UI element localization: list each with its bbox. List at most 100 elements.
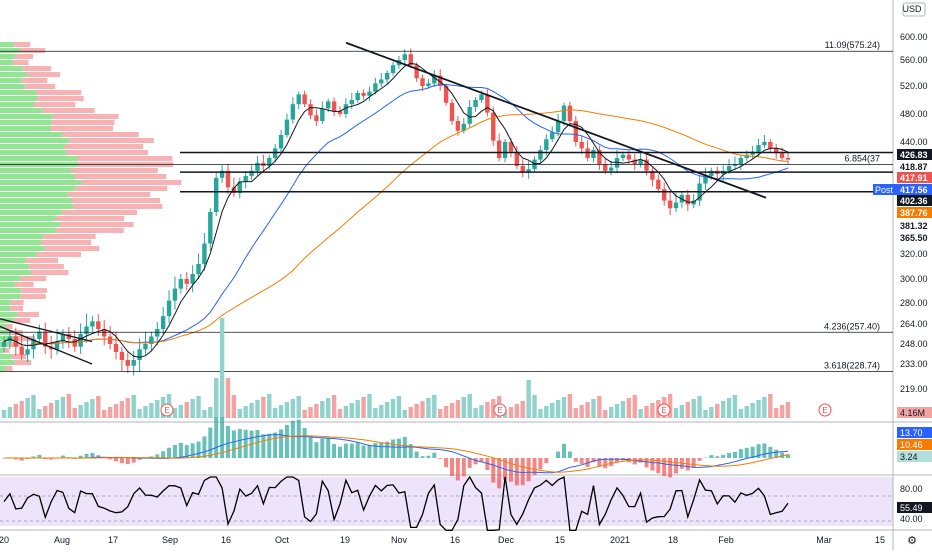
volume-profile-down-bar — [69, 138, 154, 143]
volume-profile-up-bar — [0, 276, 21, 281]
volume-profile-up-bar — [0, 282, 15, 287]
macd-histogram-bar — [438, 458, 442, 459]
volume-profile-down-bar — [11, 300, 24, 305]
volume-profile-up-bar — [0, 42, 14, 47]
candle-body — [226, 171, 230, 188]
volume-bar — [149, 403, 153, 418]
volume-profile-down-bar — [72, 198, 160, 203]
candle-body — [503, 142, 507, 158]
macd-histogram-bar — [497, 458, 501, 488]
volume-bar — [473, 408, 477, 418]
volume-bar — [202, 410, 206, 418]
volume-bar — [638, 409, 642, 418]
volume-bar — [78, 405, 82, 418]
candle-body — [19, 347, 23, 355]
volume-bar — [220, 318, 224, 418]
volume-profile-up-bar — [0, 102, 34, 107]
volume-profile-down-bar — [26, 258, 58, 263]
candle-body — [173, 289, 177, 301]
time-tick-label: 17 — [108, 535, 118, 545]
post-market-tag-text: Post — [875, 185, 894, 195]
volume-profile-up-bar — [0, 114, 53, 119]
candle-body — [78, 334, 82, 347]
volume-bar — [261, 397, 265, 418]
volume-bar — [31, 395, 35, 418]
price-tick-label: 600.00 — [900, 32, 928, 42]
volume-bar — [609, 407, 613, 418]
macd-histogram-bar — [715, 456, 719, 458]
volume-profile-down-bar — [13, 60, 29, 65]
macd-histogram-bar — [574, 458, 578, 462]
candle-body — [279, 135, 283, 148]
volume-bar — [762, 397, 766, 418]
candle-body — [568, 106, 572, 121]
price-badge-text: 387.76 — [900, 208, 928, 218]
volume-bar — [190, 399, 194, 418]
macd-histogram-bar — [468, 458, 472, 468]
volume-profile-down-bar — [68, 192, 151, 197]
candle-body — [420, 78, 424, 86]
macd-histogram-bar — [120, 458, 124, 463]
volume-profile-up-bar — [0, 54, 15, 59]
macd-histogram-bar — [415, 452, 419, 458]
candle-body — [25, 349, 29, 354]
candle-body — [739, 158, 743, 164]
volume-bar — [67, 394, 71, 418]
volume-bar — [550, 403, 554, 418]
volume-profile-up-bar — [0, 174, 75, 179]
macd-histogram-bar — [202, 436, 206, 458]
macd-histogram-bar — [267, 434, 271, 458]
macd-histogram-bar — [362, 446, 366, 458]
macd-histogram-bar — [238, 429, 242, 458]
volume-bar — [709, 407, 713, 418]
rsi-badge-text: 55.49 — [900, 503, 923, 513]
volume-bar — [232, 395, 236, 418]
volume-profile-up-bar — [0, 240, 41, 245]
volume-bar — [19, 401, 23, 418]
volume-bar — [255, 400, 259, 418]
candle-body — [214, 178, 218, 212]
volume-bar — [367, 394, 371, 418]
volume-profile-down-bar — [78, 156, 173, 161]
rsi-level-label: 80.00 — [900, 484, 923, 494]
volume-bar — [73, 408, 77, 418]
earnings-marker-letter: E — [497, 406, 502, 415]
volume-bar — [521, 401, 525, 418]
candle-body — [579, 142, 583, 148]
time-tick-label: 16 — [450, 535, 460, 545]
candle-body — [609, 168, 613, 171]
candle-body — [385, 73, 389, 80]
volume-bar — [438, 409, 442, 418]
volume-bar — [308, 407, 312, 418]
macd-histogram-bar — [350, 444, 354, 458]
candle-body — [2, 342, 6, 347]
volume-profile-up-bar — [0, 168, 71, 173]
rsi-band — [0, 477, 893, 526]
candle-body — [90, 321, 94, 326]
volume-bar — [332, 395, 336, 418]
candle-body — [674, 203, 678, 209]
volume-profile-down-bar — [53, 114, 118, 119]
candle-body — [108, 337, 112, 345]
candle-body — [196, 264, 200, 274]
candle-body — [367, 92, 371, 96]
volume-bar — [409, 407, 413, 418]
candle-body — [114, 344, 118, 352]
candle-body — [161, 316, 165, 329]
price-badge-text: 365.50 — [900, 233, 928, 243]
time-tick-label: Aug — [54, 535, 70, 545]
volume-bar — [450, 403, 454, 418]
volume-bar — [627, 398, 631, 418]
price-tick-label: 520.00 — [900, 81, 928, 91]
candle-body — [426, 83, 430, 86]
volume-bar — [143, 406, 147, 418]
volume-bar — [721, 401, 725, 418]
volume-profile-down-bar — [75, 174, 166, 179]
macd-histogram-bar — [273, 432, 277, 458]
volume-profile-up-bar — [0, 60, 13, 65]
volume-bar — [185, 402, 189, 418]
volume-bar — [291, 399, 295, 418]
macd-histogram-bar — [562, 444, 566, 458]
volume-profile-up-bar — [0, 48, 20, 53]
